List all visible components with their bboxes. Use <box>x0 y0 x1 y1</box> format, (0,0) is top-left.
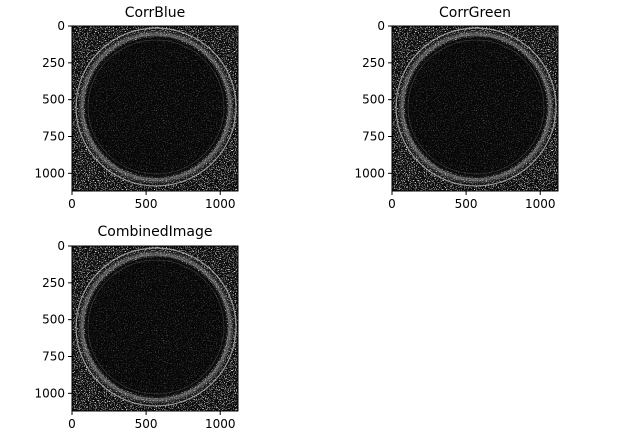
y-tick-label: 500 <box>42 313 65 327</box>
dish-outer-edge <box>395 27 557 187</box>
panel-title: CombinedImage <box>98 224 213 240</box>
y-tick-label: 0 <box>377 19 385 33</box>
axes-frame <box>71 245 239 412</box>
dish-inner-ring <box>87 259 225 395</box>
x-tick-label: 1000 <box>525 197 556 211</box>
image-area <box>72 246 238 411</box>
y-tick-label: 1000 <box>34 386 65 400</box>
y-tick-label: 250 <box>42 56 65 70</box>
dish-inner-ring <box>87 39 225 175</box>
x-tick-label: 0 <box>68 197 76 211</box>
y-tick-label: 250 <box>42 276 65 290</box>
y-tick-label: 500 <box>362 93 385 107</box>
dish-rim <box>76 28 236 186</box>
dish-inner-ring <box>407 39 545 175</box>
x-axis: 0 500 1000 <box>68 191 235 211</box>
image-area <box>72 26 238 191</box>
panel-combinedimage: CombinedImage 0 500 1000 0 250 500 750 1000 <box>34 224 239 431</box>
y-axis: 0 250 500 750 1000 <box>34 19 72 180</box>
y-tick-label: 1000 <box>34 166 65 180</box>
panel-corrblue: CorrBlue 0 500 1000 0 250 500 750 1000 <box>34 5 239 211</box>
axes-frame <box>391 25 559 192</box>
y-tick-label: 0 <box>57 19 65 33</box>
x-tick-label: 1000 <box>205 197 236 211</box>
dish-outer-edge <box>75 27 237 187</box>
image-area <box>392 26 558 191</box>
y-tick-label: 1000 <box>354 166 385 180</box>
x-tick-label: 0 <box>68 417 76 431</box>
y-tick-label: 500 <box>42 93 65 107</box>
panel-title: CorrGreen <box>439 5 511 21</box>
x-tick-label: 500 <box>135 417 158 431</box>
x-tick-label: 0 <box>388 197 396 211</box>
x-tick-label: 1000 <box>205 417 236 431</box>
y-axis: 0 250 500 750 1000 <box>354 19 392 180</box>
panel-title: CorrBlue <box>125 5 186 21</box>
y-tick-label: 750 <box>42 129 65 143</box>
dish-rim <box>76 248 236 406</box>
x-axis: 0 500 1000 <box>68 411 235 431</box>
x-axis: 0 500 1000 <box>388 191 555 211</box>
dish-outer-edge <box>75 247 237 407</box>
axes-frame <box>71 25 239 192</box>
dish-rim <box>396 28 556 186</box>
y-tick-label: 750 <box>362 129 385 143</box>
y-tick-label: 750 <box>42 349 65 363</box>
x-tick-label: 500 <box>455 197 478 211</box>
dish-inner-edge <box>402 34 550 180</box>
y-tick-label: 250 <box>362 56 385 70</box>
x-tick-label: 500 <box>135 197 158 211</box>
dish-inner-edge <box>82 34 230 180</box>
y-axis: 0 250 500 750 1000 <box>34 239 72 400</box>
y-tick-label: 0 <box>57 239 65 253</box>
dish-inner-edge <box>82 254 230 400</box>
panel-corrgreen: CorrGreen 0 500 1000 0 250 500 750 1000 <box>354 5 559 211</box>
